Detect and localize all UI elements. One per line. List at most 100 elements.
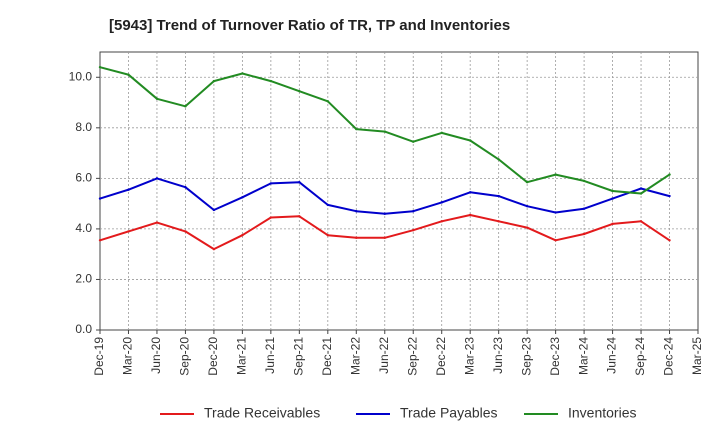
data-point — [383, 212, 386, 215]
legend-label: Inventories — [568, 405, 636, 421]
data-point — [582, 232, 586, 236]
x-tick-label: Mar-22 — [348, 337, 362, 375]
data-point — [611, 197, 614, 200]
x-tick-label: Jun-23 — [491, 337, 505, 374]
data-point — [582, 207, 586, 210]
data-point — [98, 239, 102, 242]
data-point — [98, 197, 102, 200]
data-point — [497, 220, 500, 223]
data-point — [639, 192, 643, 195]
data-point — [212, 208, 216, 212]
data-point — [269, 182, 273, 185]
data-point — [98, 65, 102, 69]
data-point — [241, 72, 244, 75]
y-tick-label: 2.0 — [75, 272, 92, 286]
data-point — [127, 230, 130, 233]
x-tick-label: Jun-22 — [377, 337, 391, 374]
data-point — [184, 105, 187, 108]
x-tick-label: Sep-22 — [405, 337, 419, 376]
x-tick-label: Dec-20 — [206, 337, 220, 376]
data-point — [611, 189, 614, 193]
x-axis-ticks: Dec-19 Mar-20 Jun-20 Sep-20 Dec-20 Mar-21 Jun-… — [92, 330, 704, 376]
data-point — [668, 194, 671, 198]
data-point — [383, 236, 386, 239]
data-point — [155, 177, 159, 180]
data-point — [298, 215, 301, 218]
legend-label: Trade Payables — [400, 405, 498, 421]
data-point — [440, 201, 443, 204]
legend: Trade Receivables Trade Payables Inventori… — [160, 405, 636, 421]
data-point — [639, 187, 643, 190]
x-tick-label: Sep-21 — [292, 337, 306, 376]
data-point — [525, 204, 529, 208]
x-tick-label: Sep-20 — [178, 337, 192, 376]
data-point — [383, 130, 386, 133]
data-point — [355, 210, 358, 213]
y-tick-label: 8.0 — [75, 120, 92, 134]
x-tick-label: Jun-24 — [605, 337, 619, 374]
x-tick-label: Sep-23 — [519, 337, 533, 376]
data-point — [212, 247, 216, 251]
data-point — [639, 220, 643, 223]
x-tick-label: Mar-24 — [576, 337, 590, 375]
data-point — [412, 210, 415, 213]
data-point — [355, 127, 358, 131]
data-point — [468, 191, 472, 194]
data-point — [497, 194, 500, 198]
data-point — [127, 73, 130, 76]
data-point — [554, 239, 557, 242]
y-tick-label: 6.0 — [75, 171, 92, 185]
x-tick-label: Mar-20 — [121, 337, 135, 375]
data-point — [212, 79, 216, 83]
x-tick-label: Dec-19 — [92, 337, 106, 376]
data-point — [269, 79, 273, 83]
data-point — [440, 131, 443, 135]
data-point — [554, 173, 557, 176]
data-point — [241, 196, 244, 199]
data-point — [127, 188, 130, 191]
x-tick-label: Dec-21 — [320, 337, 334, 376]
data-point — [184, 186, 187, 189]
data-point — [326, 234, 330, 237]
y-axis-ticks: 0.0 2.0 4.0 6.0 8.0 10.0 — [69, 69, 100, 336]
data-point — [412, 140, 415, 143]
data-point — [269, 216, 273, 219]
x-tick-label: Mar-21 — [235, 337, 249, 375]
data-point — [468, 139, 472, 142]
series-lines — [98, 65, 671, 251]
data-point — [668, 173, 671, 176]
y-tick-label: 10.0 — [69, 69, 93, 83]
data-point — [355, 236, 358, 239]
x-tick-label: Mar-23 — [462, 337, 476, 375]
data-point — [582, 179, 586, 183]
data-point — [155, 221, 159, 224]
x-tick-label: Dec-23 — [548, 337, 562, 376]
legend-label: Trade Receivables — [204, 405, 320, 421]
data-point — [497, 158, 500, 161]
data-point — [326, 100, 330, 103]
data-point — [241, 234, 244, 237]
plot-area — [99, 51, 699, 331]
data-point — [298, 89, 301, 93]
data-point — [298, 180, 301, 184]
data-point — [155, 97, 159, 100]
x-tick-label: Dec-24 — [662, 337, 676, 376]
data-point — [668, 239, 671, 242]
x-tick-label: Mar-25 — [690, 337, 704, 375]
x-tick-label: Dec-22 — [434, 337, 448, 376]
data-point — [440, 220, 443, 223]
data-point — [554, 211, 557, 214]
data-point — [525, 226, 529, 229]
data-point — [412, 228, 415, 232]
data-point — [184, 230, 187, 233]
x-tick-label: Sep-24 — [633, 337, 647, 376]
data-point — [525, 180, 529, 184]
data-point — [611, 222, 614, 226]
data-point — [326, 203, 330, 207]
x-tick-label: Jun-21 — [263, 337, 277, 374]
y-tick-label: 0.0 — [75, 322, 92, 336]
data-point — [468, 213, 472, 217]
chart-title: [5943] Trend of Turnover Ratio of TR, TP… — [109, 17, 510, 34]
x-tick-label: Jun-20 — [149, 337, 163, 374]
